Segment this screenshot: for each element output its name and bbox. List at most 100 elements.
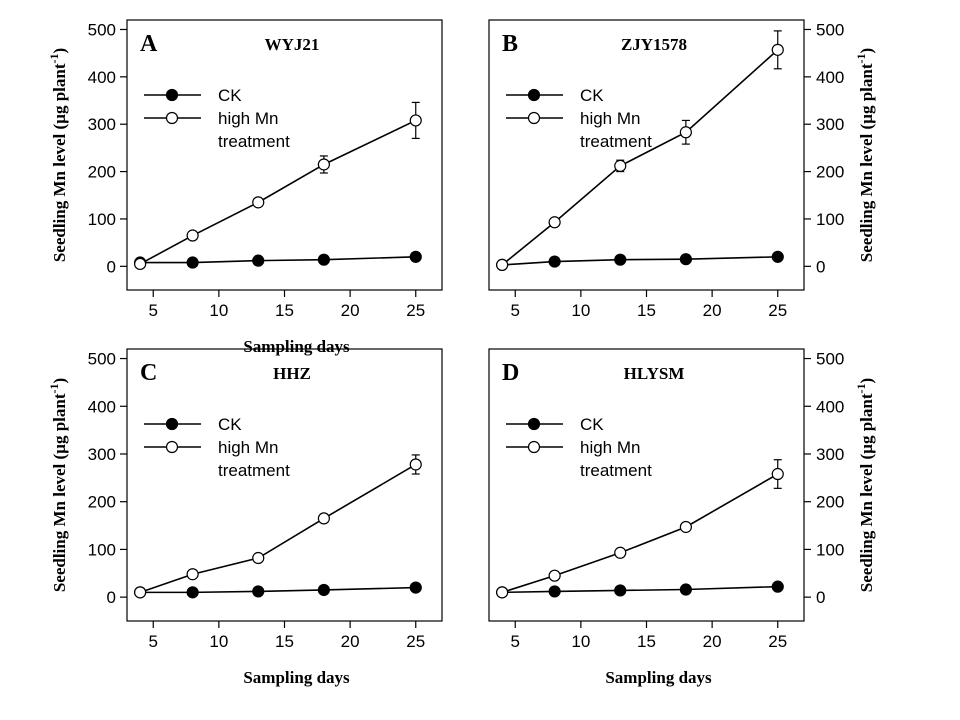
y-tick-label: 0 xyxy=(107,588,116,607)
y-tick-label: 500 xyxy=(816,20,844,39)
data-point-high-mn xyxy=(317,512,330,525)
x-tick-label: 10 xyxy=(571,301,590,320)
y-tick-label: 300 xyxy=(88,445,116,464)
plot-frame xyxy=(126,19,443,291)
y-axis-title-tail: ) xyxy=(857,378,876,384)
data-point-high-mn xyxy=(186,568,199,581)
data-point-ck xyxy=(409,250,422,263)
panel-b: 0 100 200 300 400 500 5 10 15 20 25 B ZJY1578 Seedlin… xyxy=(488,19,876,320)
data-point-ck xyxy=(252,254,265,267)
data-point-ck xyxy=(614,584,627,597)
y-tick-label: 300 xyxy=(88,115,116,134)
x-tick-label: 25 xyxy=(406,632,425,651)
panel-c: 0 100 200 300 400 500 5 10 15 20 25 C HHZ Seedling Mn… xyxy=(47,348,443,687)
y-axis-title-superscript: -1 xyxy=(47,53,61,63)
legend-label-treatment: treatment xyxy=(580,132,652,151)
x-tick-label: 20 xyxy=(341,632,360,651)
series-line-ck xyxy=(140,256,416,264)
data-point-ck xyxy=(771,580,784,593)
y-tick-label: 500 xyxy=(816,350,844,369)
data-point-high-mn xyxy=(252,196,265,209)
data-point-ck xyxy=(771,250,784,263)
y-tick-label: 400 xyxy=(88,68,116,87)
y-axis-title-superscript: -1 xyxy=(47,383,61,393)
x-tick-label: 15 xyxy=(275,632,294,651)
legend-label-treatment: treatment xyxy=(218,461,290,480)
panel-title: HHZ xyxy=(273,364,311,383)
y-tick-label: 0 xyxy=(816,257,825,276)
x-tick-label: 10 xyxy=(209,301,228,320)
y-tick-label: 200 xyxy=(816,493,844,512)
y-tick-label: 200 xyxy=(88,163,116,182)
data-point-high-mn xyxy=(771,467,784,481)
legend-label-treatment: treatment xyxy=(580,461,652,480)
data-point-high-mn xyxy=(679,126,692,139)
legend-marker-high-mn xyxy=(165,111,179,125)
series-line-ck xyxy=(502,256,778,266)
data-point-high-mn xyxy=(548,216,561,229)
data-point-high-mn xyxy=(134,586,147,599)
data-point-ck xyxy=(614,253,627,266)
y-axis-title: Seedling Mn level (µg plant-1) xyxy=(854,378,876,592)
data-point-ck xyxy=(409,581,422,594)
data-point-high-mn xyxy=(496,258,509,271)
legend-label-ck: CK xyxy=(218,415,242,434)
y-axis-title-text: Seedling Mn level (µg plant xyxy=(50,393,69,592)
y-axis-title-tail: ) xyxy=(857,48,876,54)
y-axis-title-superscript: -1 xyxy=(854,53,868,63)
y-axis-title-text: Seedling Mn level (µg plant xyxy=(857,63,876,262)
data-point-high-mn xyxy=(134,257,147,271)
x-tick-label: 10 xyxy=(209,632,228,651)
x-tick-label: 25 xyxy=(406,301,425,320)
data-point-high-mn xyxy=(679,520,692,534)
panel-a: 0 100 200 300 400 500 5 10 15 20 25 A WYJ21 Seedling … xyxy=(47,19,443,356)
legend-label-high-mn: high Mn xyxy=(218,438,278,457)
data-point-ck xyxy=(548,255,561,268)
data-point-ck xyxy=(679,253,692,266)
data-point-ck xyxy=(679,583,692,596)
y-tick-label: 400 xyxy=(816,397,844,416)
panel-letter: B xyxy=(502,31,518,57)
x-tick-label: 10 xyxy=(571,632,590,651)
y-tick-label: 500 xyxy=(88,350,116,369)
x-tick-label: 25 xyxy=(768,301,787,320)
x-tick-label: 20 xyxy=(341,301,360,320)
x-axis-title: Sampling days xyxy=(605,668,712,687)
y-axis-title-superscript: -1 xyxy=(854,383,868,393)
x-tick-label: 5 xyxy=(149,301,158,320)
legend-label-high-mn: high Mn xyxy=(580,438,640,457)
legend-label-ck: CK xyxy=(218,86,242,105)
y-axis-title: Seedling Mn level (µg plant-1) xyxy=(854,48,876,262)
legend-marker-ck xyxy=(165,88,179,102)
y-tick-label: 100 xyxy=(816,540,844,559)
y-axis-title-tail: ) xyxy=(50,378,69,384)
series-line-ck xyxy=(502,585,778,594)
y-tick-label: 0 xyxy=(816,588,825,607)
y-tick-label: 100 xyxy=(816,210,844,229)
x-tick-label: 15 xyxy=(275,301,294,320)
y-axis-title: Seedling Mn level (µg plant-1) xyxy=(47,48,69,262)
x-tick-label: 5 xyxy=(149,632,158,651)
y-tick-label: 200 xyxy=(88,493,116,512)
data-point-high-mn xyxy=(614,546,627,559)
series-line-ck xyxy=(140,586,416,594)
legend-marker-high-mn xyxy=(527,440,541,454)
data-point-high-mn xyxy=(614,159,627,172)
panel-title: HLYSM xyxy=(624,364,685,383)
y-tick-label: 200 xyxy=(816,163,844,182)
data-point-ck xyxy=(317,583,330,597)
legend-label-high-mn: high Mn xyxy=(218,109,278,128)
data-point-ck xyxy=(186,256,199,269)
data-point-ck xyxy=(186,586,199,599)
data-point-high-mn xyxy=(409,458,422,471)
legend-marker-high-mn xyxy=(527,111,541,125)
panel-letter: A xyxy=(140,31,158,57)
data-point-high-mn xyxy=(771,43,784,56)
data-point-high-mn xyxy=(548,569,561,582)
plot-frame xyxy=(488,19,805,291)
series-line-high-mn xyxy=(501,49,779,266)
legend-label-treatment: treatment xyxy=(218,132,290,151)
x-tick-label: 25 xyxy=(768,632,787,651)
panel-letter: C xyxy=(140,360,157,386)
